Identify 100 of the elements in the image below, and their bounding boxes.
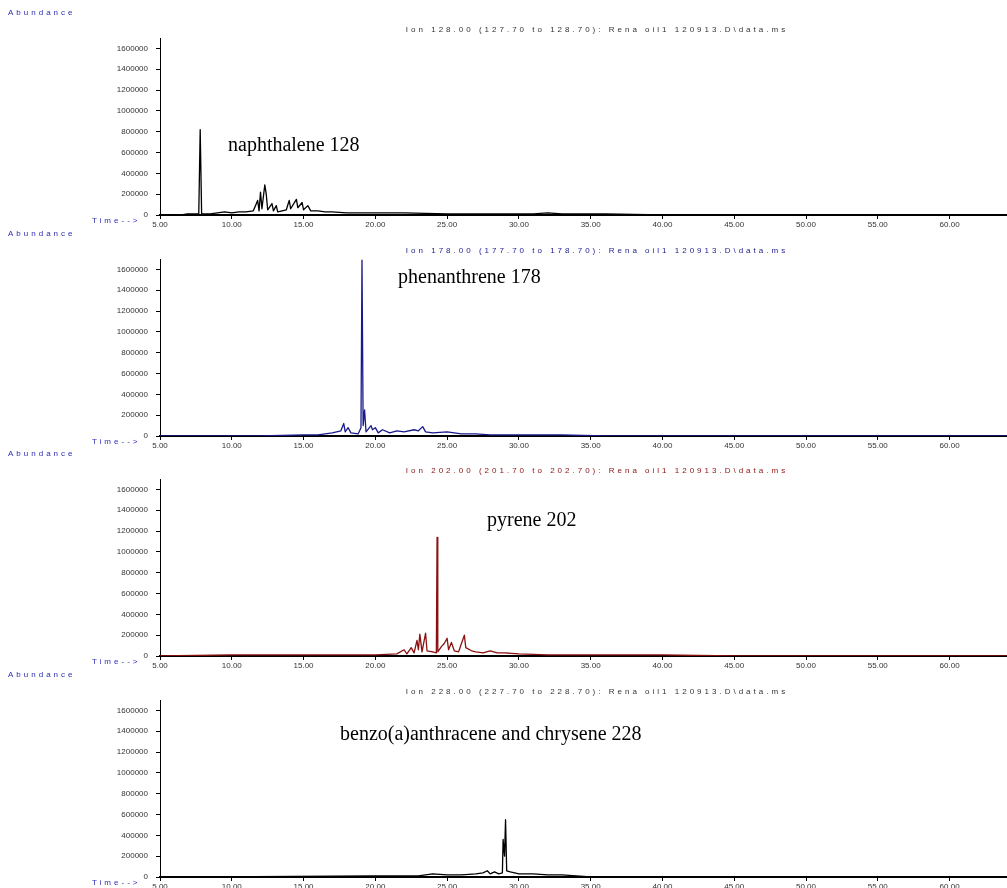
- x-tick-label: 60.00: [939, 220, 961, 229]
- x-tick-label: 5.00: [152, 881, 169, 888]
- chart-title: Ion 202.00 (201.70 to 202.70): Rena oil1 120913.D\data.ms: [405, 466, 789, 475]
- y-tick-label: 1200000: [116, 526, 149, 536]
- x-tick-label: 30.00: [508, 881, 530, 888]
- y-tick-label: 800000: [121, 347, 149, 357]
- x-tick-label: 30.00: [508, 440, 530, 450]
- x-tick-label: 40.00: [652, 661, 674, 670]
- y-tick-label: 200000: [121, 850, 149, 860]
- x-axis-title: Time-->: [92, 216, 141, 225]
- annotation: phenanthrene 178: [398, 264, 541, 288]
- chart-title: Ion 228.00 (227.70 to 228.70): Rena oil1 120913.D\data.ms: [405, 686, 789, 696]
- y-tick-label: 1200000: [116, 746, 149, 756]
- y-tick-label: 1400000: [116, 725, 149, 735]
- x-tick-label: 5.00: [152, 440, 169, 450]
- x-tick-label: 10.00: [221, 440, 243, 450]
- x-tick-label: 50.00: [796, 881, 817, 888]
- y-tick-label: 1600000: [116, 43, 149, 53]
- x-tick-label: 35.00: [580, 440, 602, 450]
- y-tick-label: 400000: [121, 168, 149, 178]
- y-tick-label: 200000: [121, 189, 149, 199]
- x-tick-label: 60.00: [939, 440, 961, 450]
- x-tick-label: 55.00: [867, 881, 889, 888]
- x-tick-label: 10.00: [221, 661, 243, 670]
- x-tick-label: 40.00: [652, 440, 674, 450]
- x-tick-label: 30.00: [508, 220, 530, 229]
- y-tick-label: 600000: [121, 147, 149, 157]
- y-axis-title: Abundance: [8, 449, 76, 458]
- y-tick-label: 1600000: [116, 264, 149, 274]
- y-tick-label: 1400000: [116, 284, 149, 294]
- annotation: naphthalene 128: [228, 133, 360, 156]
- y-axis-title: Abundance: [8, 8, 76, 17]
- x-tick-label: 20.00: [365, 661, 386, 670]
- annotation: pyrene 202: [487, 508, 577, 531]
- y-tick-label: 0: [143, 210, 149, 220]
- x-tick-label: 55.00: [867, 661, 889, 670]
- x-axis-title: Time-->: [92, 436, 141, 446]
- y-tick-label: 1600000: [116, 484, 149, 494]
- x-tick-label: 45.00: [724, 440, 745, 450]
- x-tick-label: 50.00: [796, 440, 817, 450]
- x-tick-label: 50.00: [796, 220, 817, 229]
- x-tick-label: 15.00: [293, 220, 315, 229]
- x-tick-label: 20.00: [365, 440, 386, 450]
- y-tick-label: 0: [143, 871, 149, 881]
- y-tick-label: 0: [143, 430, 149, 440]
- y-axis-title: Abundance: [8, 228, 76, 238]
- x-tick-label: 15.00: [293, 661, 315, 670]
- x-axis-title: Time-->: [92, 877, 141, 887]
- y-tick-label: 800000: [121, 567, 149, 577]
- x-tick-label: 40.00: [652, 881, 674, 888]
- chart-title: Ion 178.00 (177.70 to 178.70): Rena oil1 120913.D\data.ms: [405, 245, 789, 255]
- x-tick-label: 5.00: [152, 220, 169, 229]
- y-tick-label: 200000: [121, 630, 149, 640]
- x-tick-label: 55.00: [867, 440, 889, 450]
- x-tick-label: 10.00: [221, 881, 243, 888]
- x-tick-label: 10.00: [221, 220, 243, 229]
- y-tick-label: 600000: [121, 368, 149, 378]
- x-tick-label: 35.00: [580, 220, 602, 229]
- x-tick-label: 25.00: [437, 881, 458, 888]
- x-axis-title: Time-->: [92, 657, 141, 666]
- x-tick-label: 20.00: [365, 220, 386, 229]
- x-tick-label: 55.00: [867, 220, 889, 229]
- annotation: benzo(a)anthracene and chrysene 228: [340, 721, 642, 745]
- y-tick-label: 1400000: [116, 505, 149, 515]
- x-tick-label: 25.00: [437, 661, 458, 670]
- y-tick-label: 1000000: [116, 326, 149, 336]
- y-tick-label: 1400000: [116, 64, 149, 74]
- y-tick-label: 1000000: [116, 106, 149, 116]
- y-tick-label: 0: [143, 651, 149, 661]
- y-tick-label: 400000: [121, 609, 149, 619]
- x-tick-label: 5.00: [152, 661, 169, 670]
- x-tick-label: 45.00: [724, 881, 745, 888]
- x-tick-label: 20.00: [365, 881, 386, 888]
- y-tick-label: 400000: [121, 389, 149, 399]
- y-tick-label: 1200000: [116, 85, 149, 95]
- y-tick-label: 400000: [121, 830, 149, 840]
- y-tick-label: 800000: [121, 788, 149, 798]
- y-tick-label: 1000000: [116, 547, 149, 557]
- x-tick-label: 45.00: [724, 220, 745, 229]
- y-tick-label: 1600000: [116, 705, 149, 715]
- y-tick-label: 800000: [121, 126, 149, 136]
- x-tick-label: 15.00: [293, 440, 315, 450]
- x-tick-label: 25.00: [437, 220, 458, 229]
- x-tick-label: 25.00: [437, 440, 458, 450]
- x-tick-label: 60.00: [939, 881, 961, 888]
- y-tick-label: 1200000: [116, 305, 149, 315]
- x-tick-label: 15.00: [293, 881, 315, 888]
- x-tick-label: 35.00: [580, 881, 602, 888]
- x-tick-label: 30.00: [508, 661, 530, 670]
- y-tick-label: 600000: [121, 809, 149, 819]
- x-tick-label: 50.00: [796, 661, 817, 670]
- y-tick-label: 200000: [121, 409, 149, 419]
- y-axis-title: Abundance: [8, 669, 76, 679]
- x-tick-label: 40.00: [652, 220, 674, 229]
- x-tick-label: 35.00: [580, 661, 602, 670]
- y-tick-label: 600000: [121, 588, 149, 598]
- x-tick-label: 60.00: [939, 661, 961, 670]
- y-tick-label: 1000000: [116, 767, 149, 777]
- chart-title: Ion 128.00 (127.70 to 128.70): Rena oil1 120913.D\data.ms: [405, 25, 789, 34]
- x-tick-label: 45.00: [724, 661, 745, 670]
